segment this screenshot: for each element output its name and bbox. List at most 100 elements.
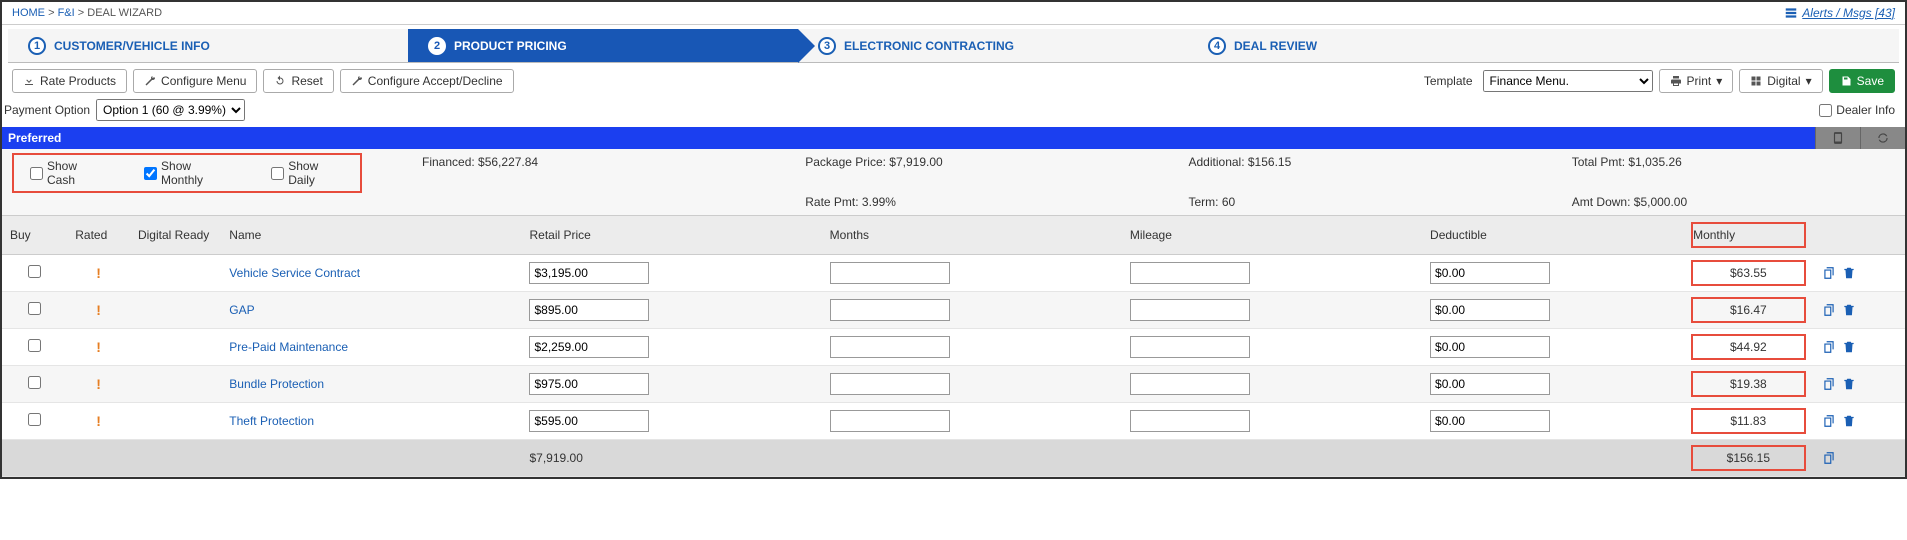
- refresh-icon: [1876, 131, 1890, 145]
- retail-price-input[interactable]: [529, 373, 649, 395]
- preferred-bar: Preferred: [2, 127, 1905, 149]
- reset-button[interactable]: Reset: [263, 69, 333, 93]
- th-rated: Rated: [67, 216, 130, 255]
- months-input[interactable]: [830, 299, 950, 321]
- print-icon: [1670, 75, 1682, 87]
- step-electronic-contracting[interactable]: 3 ELECTRONIC CONTRACTING: [798, 29, 1188, 62]
- table-row: ! Pre-Paid Maintenance $44.92: [2, 329, 1905, 366]
- mileage-input[interactable]: [1130, 299, 1250, 321]
- product-link[interactable]: Vehicle Service Contract: [229, 266, 360, 280]
- monthly-value: $16.47: [1691, 297, 1806, 323]
- template-label: Template: [1424, 74, 1473, 88]
- months-input[interactable]: [830, 336, 950, 358]
- copy-icon[interactable]: [1822, 414, 1836, 428]
- trash-icon[interactable]: [1842, 377, 1856, 391]
- th-actions: [1814, 216, 1905, 255]
- dealer-info[interactable]: Dealer Info: [1819, 103, 1895, 117]
- deductible-input[interactable]: [1430, 410, 1550, 432]
- mileage-input[interactable]: [1130, 262, 1250, 284]
- table-row: ! GAP $16.47: [2, 292, 1905, 329]
- monthly-value: $44.92: [1691, 334, 1806, 360]
- retail-price-input[interactable]: [529, 262, 649, 284]
- mileage-input[interactable]: [1130, 410, 1250, 432]
- configure-accept-decline-button[interactable]: Configure Accept/Decline: [340, 69, 514, 93]
- mobile-icon-cell[interactable]: [1815, 127, 1860, 149]
- mileage-input[interactable]: [1130, 373, 1250, 395]
- buy-checkbox[interactable]: [28, 302, 41, 315]
- alerts-label: Alerts / Msgs [43]: [1802, 6, 1895, 20]
- summary-row: Show Cash Show Monthly Show Daily Financ…: [2, 149, 1905, 193]
- summary-package: Package Price: $7,919.00: [745, 153, 1128, 193]
- show-monthly[interactable]: Show Monthly: [144, 159, 231, 187]
- template-select[interactable]: Finance Menu.: [1483, 70, 1653, 92]
- retail-price-input[interactable]: [529, 410, 649, 432]
- download-icon: [23, 75, 35, 87]
- digital-button[interactable]: Digital ▾: [1739, 69, 1822, 93]
- step-customer-vehicle[interactable]: 1 CUSTOMER/VEHICLE INFO: [8, 29, 408, 62]
- table-row: ! Bundle Protection $19.38: [2, 366, 1905, 403]
- copy-icon[interactable]: [1822, 266, 1836, 280]
- save-button[interactable]: Save: [1829, 69, 1895, 93]
- mileage-input[interactable]: [1130, 336, 1250, 358]
- th-monthly: Monthly: [1683, 216, 1814, 255]
- buy-checkbox[interactable]: [28, 376, 41, 389]
- reset-icon: [274, 75, 286, 87]
- dealer-info-checkbox[interactable]: [1819, 104, 1832, 117]
- months-input[interactable]: [830, 373, 950, 395]
- breadcrumb-home[interactable]: HOME: [12, 7, 45, 19]
- product-link[interactable]: Bundle Protection: [229, 377, 324, 391]
- configure-menu-button[interactable]: Configure Menu: [133, 69, 257, 93]
- copy-icon[interactable]: [1822, 451, 1836, 465]
- alerts-link[interactable]: Alerts / Msgs [43]: [1784, 6, 1895, 20]
- rated-warning-icon: !: [96, 302, 101, 318]
- deductible-input[interactable]: [1430, 299, 1550, 321]
- breadcrumb: HOME > F&I > DEAL WIZARD: [12, 7, 162, 19]
- deductible-input[interactable]: [1430, 262, 1550, 284]
- trash-icon[interactable]: [1842, 340, 1856, 354]
- months-input[interactable]: [830, 410, 950, 432]
- show-daily-checkbox[interactable]: [271, 167, 284, 180]
- payment-option-label: Payment Option: [4, 103, 90, 117]
- deductible-input[interactable]: [1430, 373, 1550, 395]
- step-deal-review[interactable]: 4 DEAL REVIEW: [1188, 29, 1488, 62]
- total-monthly: $156.15: [1691, 445, 1806, 471]
- payment-option-select[interactable]: Option 1 (60 @ 3.99%): [96, 99, 245, 121]
- buy-checkbox[interactable]: [28, 265, 41, 278]
- toolbar: Rate Products Configure Menu Reset Confi…: [2, 63, 1905, 99]
- th-digital: Digital Ready: [130, 216, 221, 255]
- th-mileage: Mileage: [1122, 216, 1422, 255]
- copy-icon[interactable]: [1822, 303, 1836, 317]
- retail-price-input[interactable]: [529, 299, 649, 321]
- monthly-value: $11.83: [1691, 408, 1806, 434]
- product-link[interactable]: GAP: [229, 303, 254, 317]
- buy-checkbox[interactable]: [28, 413, 41, 426]
- deductible-input[interactable]: [1430, 336, 1550, 358]
- months-input[interactable]: [830, 262, 950, 284]
- rate-products-label: Rate Products: [40, 74, 116, 88]
- print-label: Print: [1687, 74, 1712, 88]
- show-daily[interactable]: Show Daily: [271, 159, 344, 187]
- refresh-icon-cell[interactable]: [1860, 127, 1905, 149]
- product-link[interactable]: Pre-Paid Maintenance: [229, 340, 348, 354]
- product-link[interactable]: Theft Protection: [229, 414, 314, 428]
- trash-icon[interactable]: [1842, 414, 1856, 428]
- wizard-steps: 1 CUSTOMER/VEHICLE INFO 2 PRODUCT PRICIN…: [8, 29, 1899, 63]
- step-product-pricing[interactable]: 2 PRODUCT PRICING: [408, 29, 798, 62]
- summary-term: Term: 60: [1129, 193, 1512, 211]
- trash-icon[interactable]: [1842, 303, 1856, 317]
- show-monthly-checkbox[interactable]: [144, 167, 157, 180]
- show-cash[interactable]: Show Cash: [30, 159, 104, 187]
- rate-products-button[interactable]: Rate Products: [12, 69, 127, 93]
- th-months: Months: [822, 216, 1122, 255]
- buy-checkbox[interactable]: [28, 339, 41, 352]
- print-button[interactable]: Print ▾: [1659, 69, 1734, 93]
- copy-icon[interactable]: [1822, 377, 1836, 391]
- retail-price-input[interactable]: [529, 336, 649, 358]
- breadcrumb-fni[interactable]: F&I: [58, 7, 75, 19]
- trash-icon[interactable]: [1842, 266, 1856, 280]
- copy-icon[interactable]: [1822, 340, 1836, 354]
- chevron-down-icon: ▾: [1716, 74, 1722, 88]
- show-cash-checkbox[interactable]: [30, 167, 43, 180]
- th-name: Name: [221, 216, 521, 255]
- step-2-num: 2: [428, 37, 446, 55]
